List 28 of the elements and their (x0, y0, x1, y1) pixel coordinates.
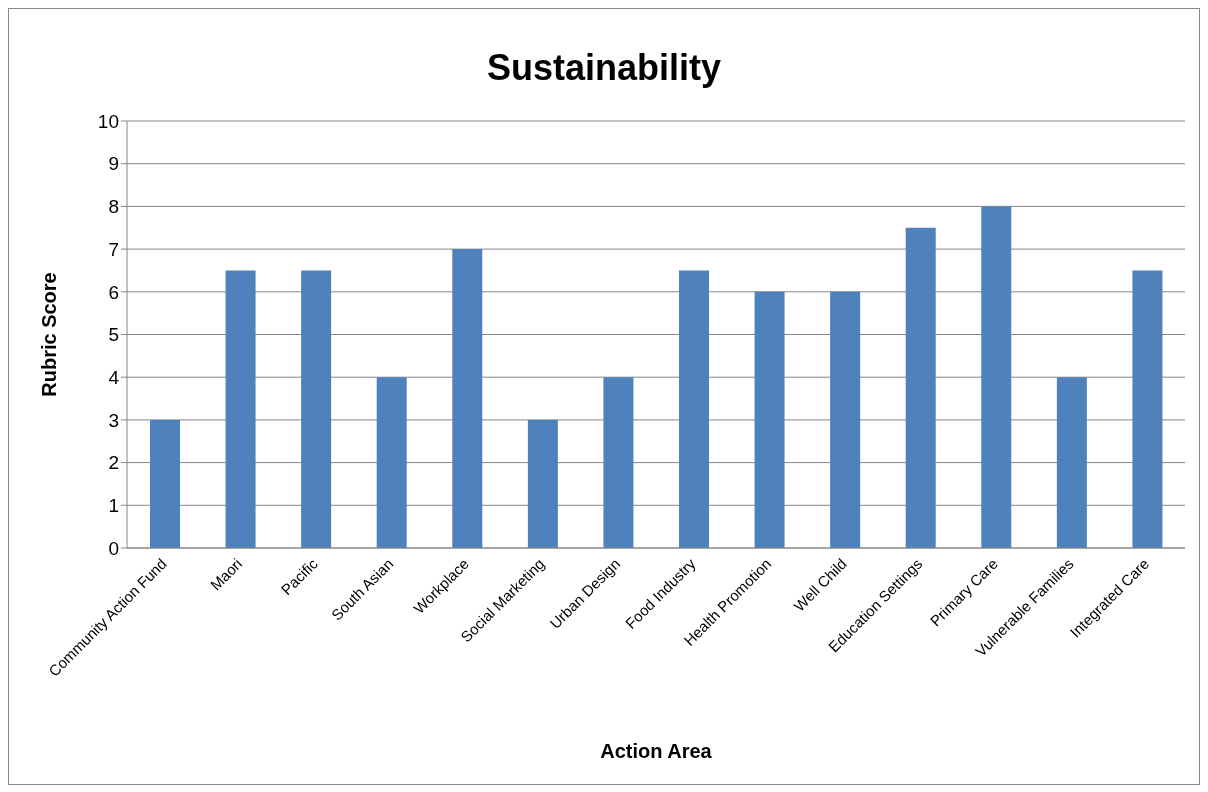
bar (679, 270, 709, 548)
bar (905, 227, 936, 548)
bar (376, 377, 407, 548)
y-tick-label: 10 (97, 110, 119, 132)
y-tick-label: 6 (108, 281, 119, 303)
bar (527, 419, 558, 548)
bar (225, 270, 256, 548)
y-tick-label: 9 (108, 153, 119, 175)
bar (981, 206, 1012, 548)
bar (1132, 270, 1163, 548)
y-tick-label: 8 (108, 196, 119, 218)
y-axis-title: Rubric Score (38, 272, 61, 397)
bar (754, 291, 785, 548)
chart-title: Sustainability (485, 46, 723, 90)
y-tick-label: 4 (108, 366, 120, 388)
y-tick-label: 5 (108, 324, 119, 346)
y-tick-label: 0 (108, 537, 119, 559)
x-axis-title: Action Area (600, 740, 713, 762)
bar (830, 291, 861, 548)
y-tick-label: 1 (108, 495, 119, 517)
bar (452, 249, 483, 548)
y-tick-label: 3 (108, 409, 119, 431)
y-tick-label: 7 (108, 238, 119, 260)
y-tick-label: 2 (108, 452, 119, 474)
bar (603, 377, 634, 548)
bar (1056, 377, 1087, 548)
bar (301, 270, 332, 548)
bar (150, 419, 180, 548)
